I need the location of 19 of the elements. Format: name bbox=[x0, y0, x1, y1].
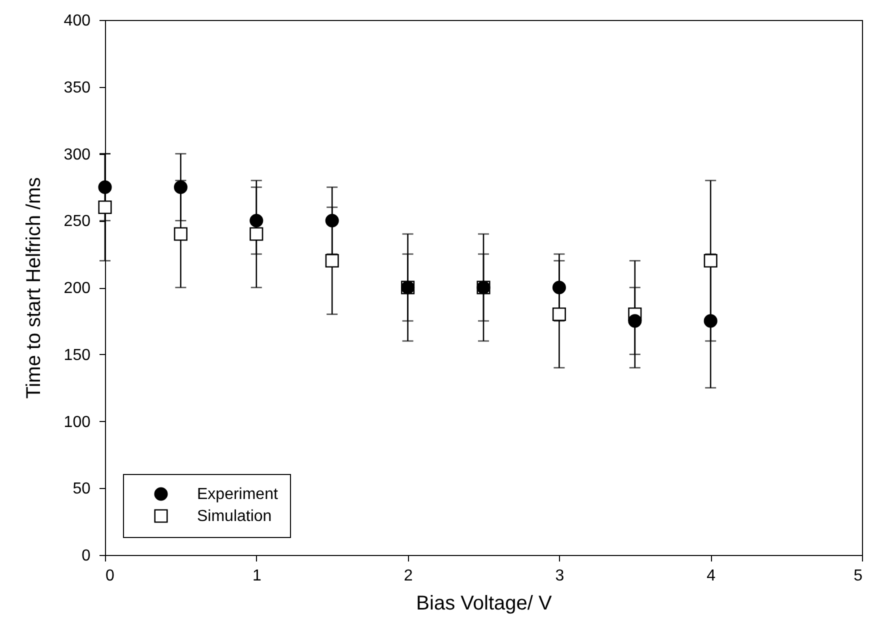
x-tick-label: 1 bbox=[252, 568, 262, 584]
y-tick-label: 0 bbox=[82, 548, 91, 564]
x-tick-label: 3 bbox=[555, 568, 564, 584]
legend-label: Experiment bbox=[197, 486, 278, 503]
y-tick-label: 300 bbox=[64, 146, 91, 164]
y-axis-title: Time to start Helfrich /ms bbox=[22, 177, 45, 399]
y-tick-label: 50 bbox=[72, 480, 91, 498]
y-tick-label: 150 bbox=[64, 346, 91, 364]
y-tick-label: 350 bbox=[64, 79, 91, 96]
y-tick-label: 100 bbox=[64, 414, 91, 431]
y-tick-label: 250 bbox=[64, 213, 91, 230]
y-tick-label: 400 bbox=[64, 12, 91, 30]
x-axis-title: Bias Voltage/ V bbox=[416, 592, 552, 614]
x-tick-label: 4 bbox=[706, 568, 716, 584]
x-tick-label: 0 bbox=[106, 568, 114, 584]
legend-label: Simulation bbox=[197, 508, 272, 525]
x-tick-label: 2 bbox=[404, 568, 413, 584]
x-tick-label: 5 bbox=[854, 568, 863, 584]
y-tick-label: 200 bbox=[64, 280, 91, 297]
